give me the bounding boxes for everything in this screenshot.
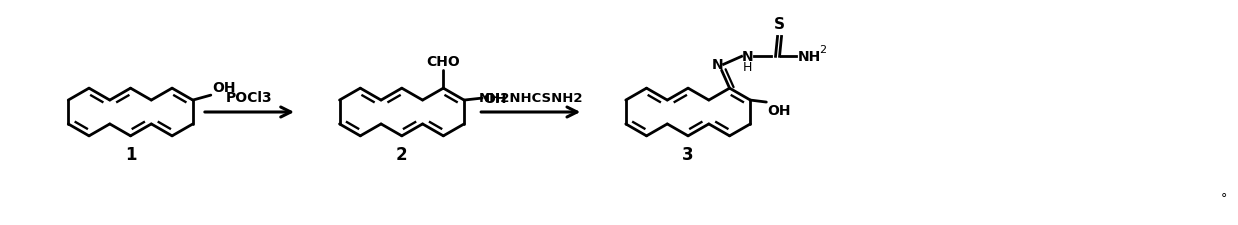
Text: N: N [712,58,723,72]
Text: NH: NH [797,50,821,64]
Text: CHO: CHO [426,55,461,69]
Text: 2: 2 [820,45,827,55]
Text: NH2NHCSNH2: NH2NHCSNH2 [479,92,583,105]
Text: OH: OH [768,104,791,117]
Text: 1: 1 [125,145,136,163]
Text: 2: 2 [396,145,407,163]
Text: OH: OH [483,92,506,106]
Text: °: ° [1221,191,1228,205]
Text: H: H [743,61,753,73]
Text: 3: 3 [682,145,693,163]
Text: OH: OH [212,81,235,95]
Text: S: S [774,16,785,31]
Text: N: N [742,50,754,64]
Text: POCl3: POCl3 [227,91,272,105]
